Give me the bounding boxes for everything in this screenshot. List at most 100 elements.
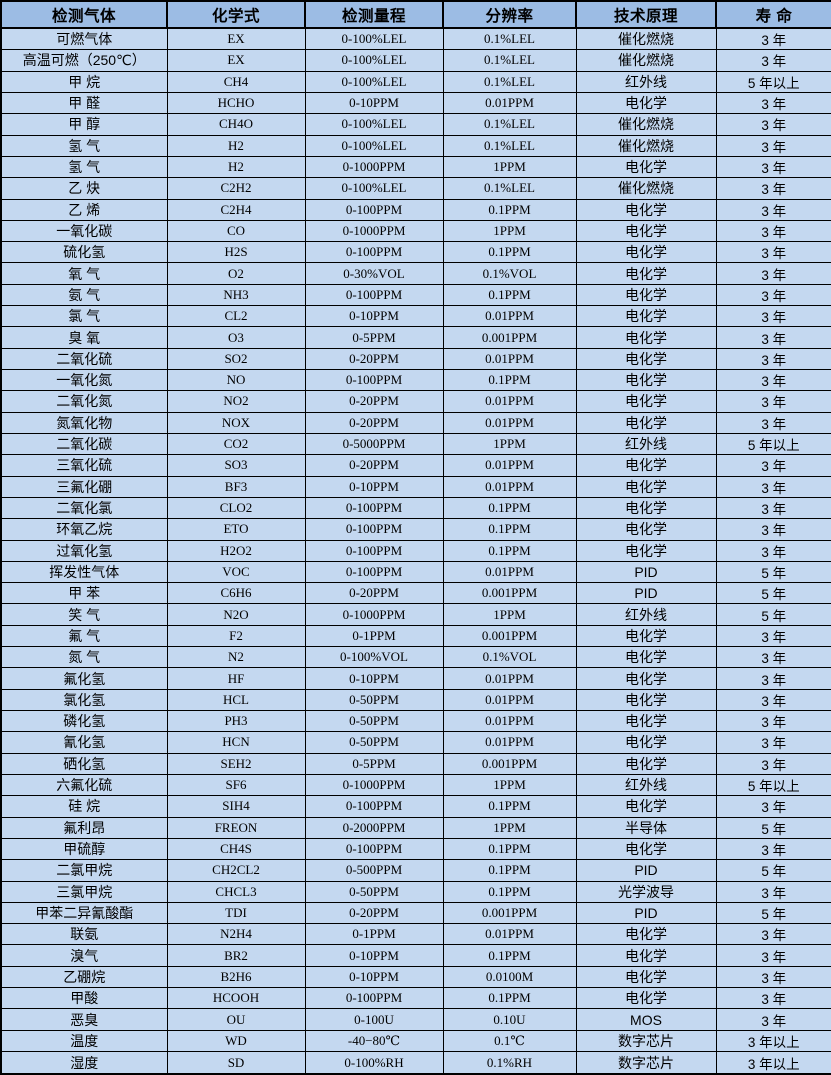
cell-lifespan: 3 年 [716,326,831,349]
cell-lifespan: 3 年 [716,667,831,690]
cell-lifespan: 3 年 [716,966,831,989]
cell-formula: C2H2 [167,177,306,200]
cell-range: 0-100%RH [305,1051,444,1075]
table-row: 氧 气 O2 0-30%VOL 0.1%VOL 电化学 3 年 [0,262,831,285]
cell-formula: VOC [167,561,306,584]
cell-lifespan: 3 年以上 [716,1030,831,1053]
table-row: 恶臭 OU 0-100U 0.10U MOS 3 年 [0,1008,831,1031]
cell-resolution: 0.10U [443,1008,577,1031]
cell-gas: 联氨 [0,923,168,946]
cell-technology: 电化学 [576,646,717,669]
cell-technology: 电化学 [576,731,717,754]
cell-formula: HCN [167,731,306,754]
cell-technology: 光学波导 [576,881,717,903]
column-header-lifespan: 寿 命 [716,0,831,29]
cell-gas: 氢 气 [0,135,168,157]
cell-gas: 乙硼烷 [0,966,168,989]
table-row: 臭 氧 O3 0-5PPM 0.001PPM 电化学 3 年 [0,326,831,349]
cell-formula: H2 [167,156,306,179]
table-row: 氯化氢 HCL 0-50PPM 0.01PPM 电化学 3 年 [0,689,831,712]
cell-range: 0-10PPM [305,92,444,115]
cell-lifespan: 5 年 [716,859,831,882]
cell-range: 0-100%LEL [305,177,444,200]
cell-technology: 电化学 [576,454,717,477]
cell-lifespan: 5 年 [716,902,831,925]
cell-lifespan: 5 年 [716,817,831,839]
cell-formula: CLO2 [167,497,306,520]
cell-formula: SIH4 [167,795,306,818]
cell-lifespan: 3 年 [716,731,831,754]
cell-gas: 甲硫醇 [0,838,168,861]
column-header-gas: 检测气体 [0,0,168,29]
cell-lifespan: 3 年 [716,284,831,307]
cell-range: 0-10PPM [305,476,444,498]
cell-gas: 臭 氧 [0,326,168,349]
cell-gas: 挥发性气体 [0,561,168,584]
cell-gas: 氯化氢 [0,689,168,712]
cell-resolution: 0.1PPM [443,199,577,221]
cell-gas: 二氧化氯 [0,497,168,520]
cell-range: 0-50PPM [305,731,444,754]
table-row: 硅 烷 SIH4 0-100PPM 0.1PPM 电化学 3 年 [0,795,831,818]
cell-formula: PH3 [167,710,306,733]
cell-range: 0-100PPM [305,987,444,1010]
cell-range: 0-100PPM [305,795,444,818]
cell-technology: 电化学 [576,689,717,712]
cell-lifespan: 3 年 [716,49,831,72]
cell-resolution: 0.1PPM [443,369,577,392]
table-row: 甲硫醇 CH4S 0-100PPM 0.1PPM 电化学 3 年 [0,838,831,861]
cell-gas: 二氧化氮 [0,390,168,413]
cell-formula: HCL [167,689,306,712]
cell-range: 0-10PPM [305,305,444,328]
cell-range: 0-10PPM [305,944,444,967]
table-row: 三氟化硼 BF3 0-10PPM 0.01PPM 电化学 3 年 [0,476,831,498]
table-row: 二氯甲烷 CH2CL2 0-500PPM 0.1PPM PID 5 年 [0,859,831,882]
table-row: 硫化氢 H2S 0-100PPM 0.1PPM 电化学 3 年 [0,241,831,264]
cell-formula: FREON [167,817,306,839]
cell-resolution: 0.01PPM [443,667,577,690]
cell-resolution: 0.1℃ [443,1030,577,1053]
cell-lifespan: 3 年 [716,518,831,541]
cell-resolution: 0.1PPM [443,795,577,818]
cell-gas: 二氯甲烷 [0,859,168,882]
cell-technology: 电化学 [576,497,717,520]
cell-range: 0-100PPM [305,838,444,861]
cell-range: 0-100PPM [305,497,444,520]
table-row: 笑 气 N2O 0-1000PPM 1PPM 红外线 5 年 [0,603,831,626]
cell-formula: N2 [167,646,306,669]
cell-resolution: 0.1%LEL [443,71,577,93]
cell-resolution: 0.1%LEL [443,177,577,200]
cell-lifespan: 3 年 [716,262,831,285]
cell-resolution: 0.1PPM [443,518,577,541]
cell-resolution: 0.001PPM [443,625,577,648]
table-row: 氨 气 NH3 0-100PPM 0.1PPM 电化学 3 年 [0,284,831,307]
table-row: 乙硼烷 B2H6 0-10PPM 0.0100M 电化学 3 年 [0,966,831,989]
cell-gas: 氢 气 [0,156,168,179]
cell-gas: 二氧化碳 [0,433,168,456]
cell-lifespan: 3 年 [716,923,831,946]
cell-lifespan: 3 年 [716,199,831,221]
cell-range: 0-100%LEL [305,28,444,51]
cell-formula: B2H6 [167,966,306,989]
cell-technology: 催化燃烧 [576,28,717,51]
table-row: 甲 烷 CH4 0-100%LEL 0.1%LEL 红外线 5 年以上 [0,71,831,93]
cell-lifespan: 3 年 [716,838,831,861]
cell-formula: OU [167,1008,306,1031]
cell-range: -40−80℃ [305,1030,444,1053]
cell-formula: HCHO [167,92,306,115]
cell-technology: 催化燃烧 [576,177,717,200]
cell-technology: 电化学 [576,220,717,243]
cell-technology: 电化学 [576,284,717,307]
cell-technology: 红外线 [576,774,717,797]
cell-resolution: 0.1PPM [443,241,577,264]
cell-technology: 电化学 [576,944,717,967]
cell-resolution: 0.1%LEL [443,28,577,51]
cell-gas: 甲酸 [0,987,168,1010]
table-row: 六氟化硫 SF6 0-1000PPM 1PPM 红外线 5 年以上 [0,774,831,797]
cell-resolution: 0.01PPM [443,305,577,328]
cell-lifespan: 5 年以上 [716,433,831,456]
cell-formula: CH4 [167,71,306,93]
cell-lifespan: 3 年以上 [716,1051,831,1075]
table-row: 氮 气 N2 0-100%VOL 0.1%VOL 电化学 3 年 [0,646,831,669]
cell-formula: N2O [167,603,306,626]
